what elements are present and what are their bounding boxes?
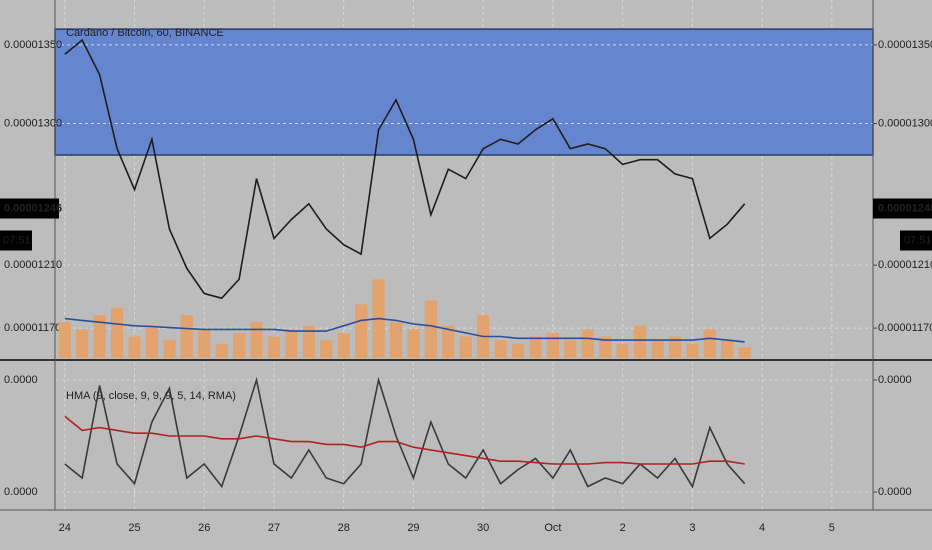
countdown-box: [900, 230, 932, 251]
volume-bar: [407, 329, 420, 358]
line: [64, 317, 745, 343]
y-tick-label: 0.0000: [878, 486, 912, 498]
volume-bar: [721, 340, 734, 358]
indicator-title: HMA (9, close, 9, 9, 9, 5, 14, RMA): [66, 390, 236, 402]
volume-bar: [494, 340, 507, 358]
volume-bar: [668, 336, 682, 358]
volume-bar: [686, 343, 699, 358]
volume-bar: [424, 300, 437, 358]
volume-bar: [564, 340, 577, 358]
volume-bar: [302, 325, 315, 358]
volume-bar: [703, 329, 716, 358]
chart-title: Cardano / Bitcoin, 60, BINANCE: [66, 27, 224, 39]
volume-bar: [76, 329, 89, 358]
y-tick-label: 0.0000: [4, 486, 38, 498]
volume-bar: [529, 336, 542, 358]
volume-bar: [180, 315, 193, 358]
x-tick-label: 24: [59, 522, 71, 534]
x-tick-label: 29: [407, 522, 419, 534]
zone: [54, 28, 874, 156]
countdown: 07:51: [904, 234, 932, 246]
volume-bar: [651, 340, 664, 358]
countdown-box: [0, 230, 32, 251]
line: [64, 415, 745, 465]
volume-bar: [581, 329, 594, 358]
y-tick-label: 0.00001350: [878, 39, 932, 51]
y-tick-label: 0.00001170: [878, 322, 932, 334]
volume-bar: [110, 307, 124, 358]
y-tick-label: 0.00001350: [4, 39, 62, 51]
y-tick-label: 0.00001210: [4, 259, 62, 271]
countdown: 07:51: [3, 234, 31, 246]
volume-bar: [285, 329, 298, 358]
volume-bar: [233, 332, 246, 358]
price-box: [0, 198, 59, 219]
volume-bar: [738, 347, 751, 358]
x-tick-label: 30: [477, 522, 489, 534]
y-tick-label: 0.00001300: [4, 117, 62, 129]
volume-bar: [459, 336, 472, 358]
volume-bar: [250, 322, 263, 358]
line: [64, 38, 746, 300]
x-tick-label: Oct: [544, 522, 561, 534]
volume-bar: [215, 343, 228, 358]
x-tick-label: 2: [620, 522, 626, 534]
last-price-label: 0.00001246: [4, 202, 62, 214]
volume-bar: [128, 336, 141, 358]
volume-bar: [633, 325, 647, 358]
volume-bar: [198, 329, 211, 358]
x-tick-label: 3: [689, 522, 695, 534]
volume-bar: [442, 325, 455, 358]
volume-bar: [355, 304, 368, 358]
volume-bar: [337, 332, 350, 358]
x-tick-label: 27: [268, 522, 280, 534]
volume-bar: [93, 315, 106, 358]
line: [64, 376, 746, 489]
volume-bar: [145, 325, 159, 358]
y-tick-label: 0.00001210: [878, 259, 932, 271]
volume-bar: [389, 322, 403, 358]
last-price-label: 0.00001246: [878, 202, 932, 214]
x-tick-label: 25: [128, 522, 140, 534]
volume-bar: [511, 343, 525, 358]
x-tick-label: 5: [829, 522, 835, 534]
y-tick-label: 0.00001300: [878, 117, 932, 129]
y-tick-label: 0.00001170: [4, 322, 61, 334]
volume-bar: [267, 336, 281, 358]
volume-bar: [58, 322, 71, 358]
x-tick-label: 4: [759, 522, 765, 534]
x-tick-label: 28: [338, 522, 350, 534]
volume-bar: [320, 340, 333, 358]
volume-bar: [546, 332, 560, 358]
y-tick-label: 0.0000: [4, 374, 38, 386]
y-tick-label: 0.0000: [878, 374, 912, 386]
volume-bar: [616, 343, 629, 358]
volume-bar: [163, 340, 176, 358]
volume-bar: [599, 336, 612, 358]
price-box: [873, 198, 932, 219]
x-tick-label: 26: [198, 522, 210, 534]
